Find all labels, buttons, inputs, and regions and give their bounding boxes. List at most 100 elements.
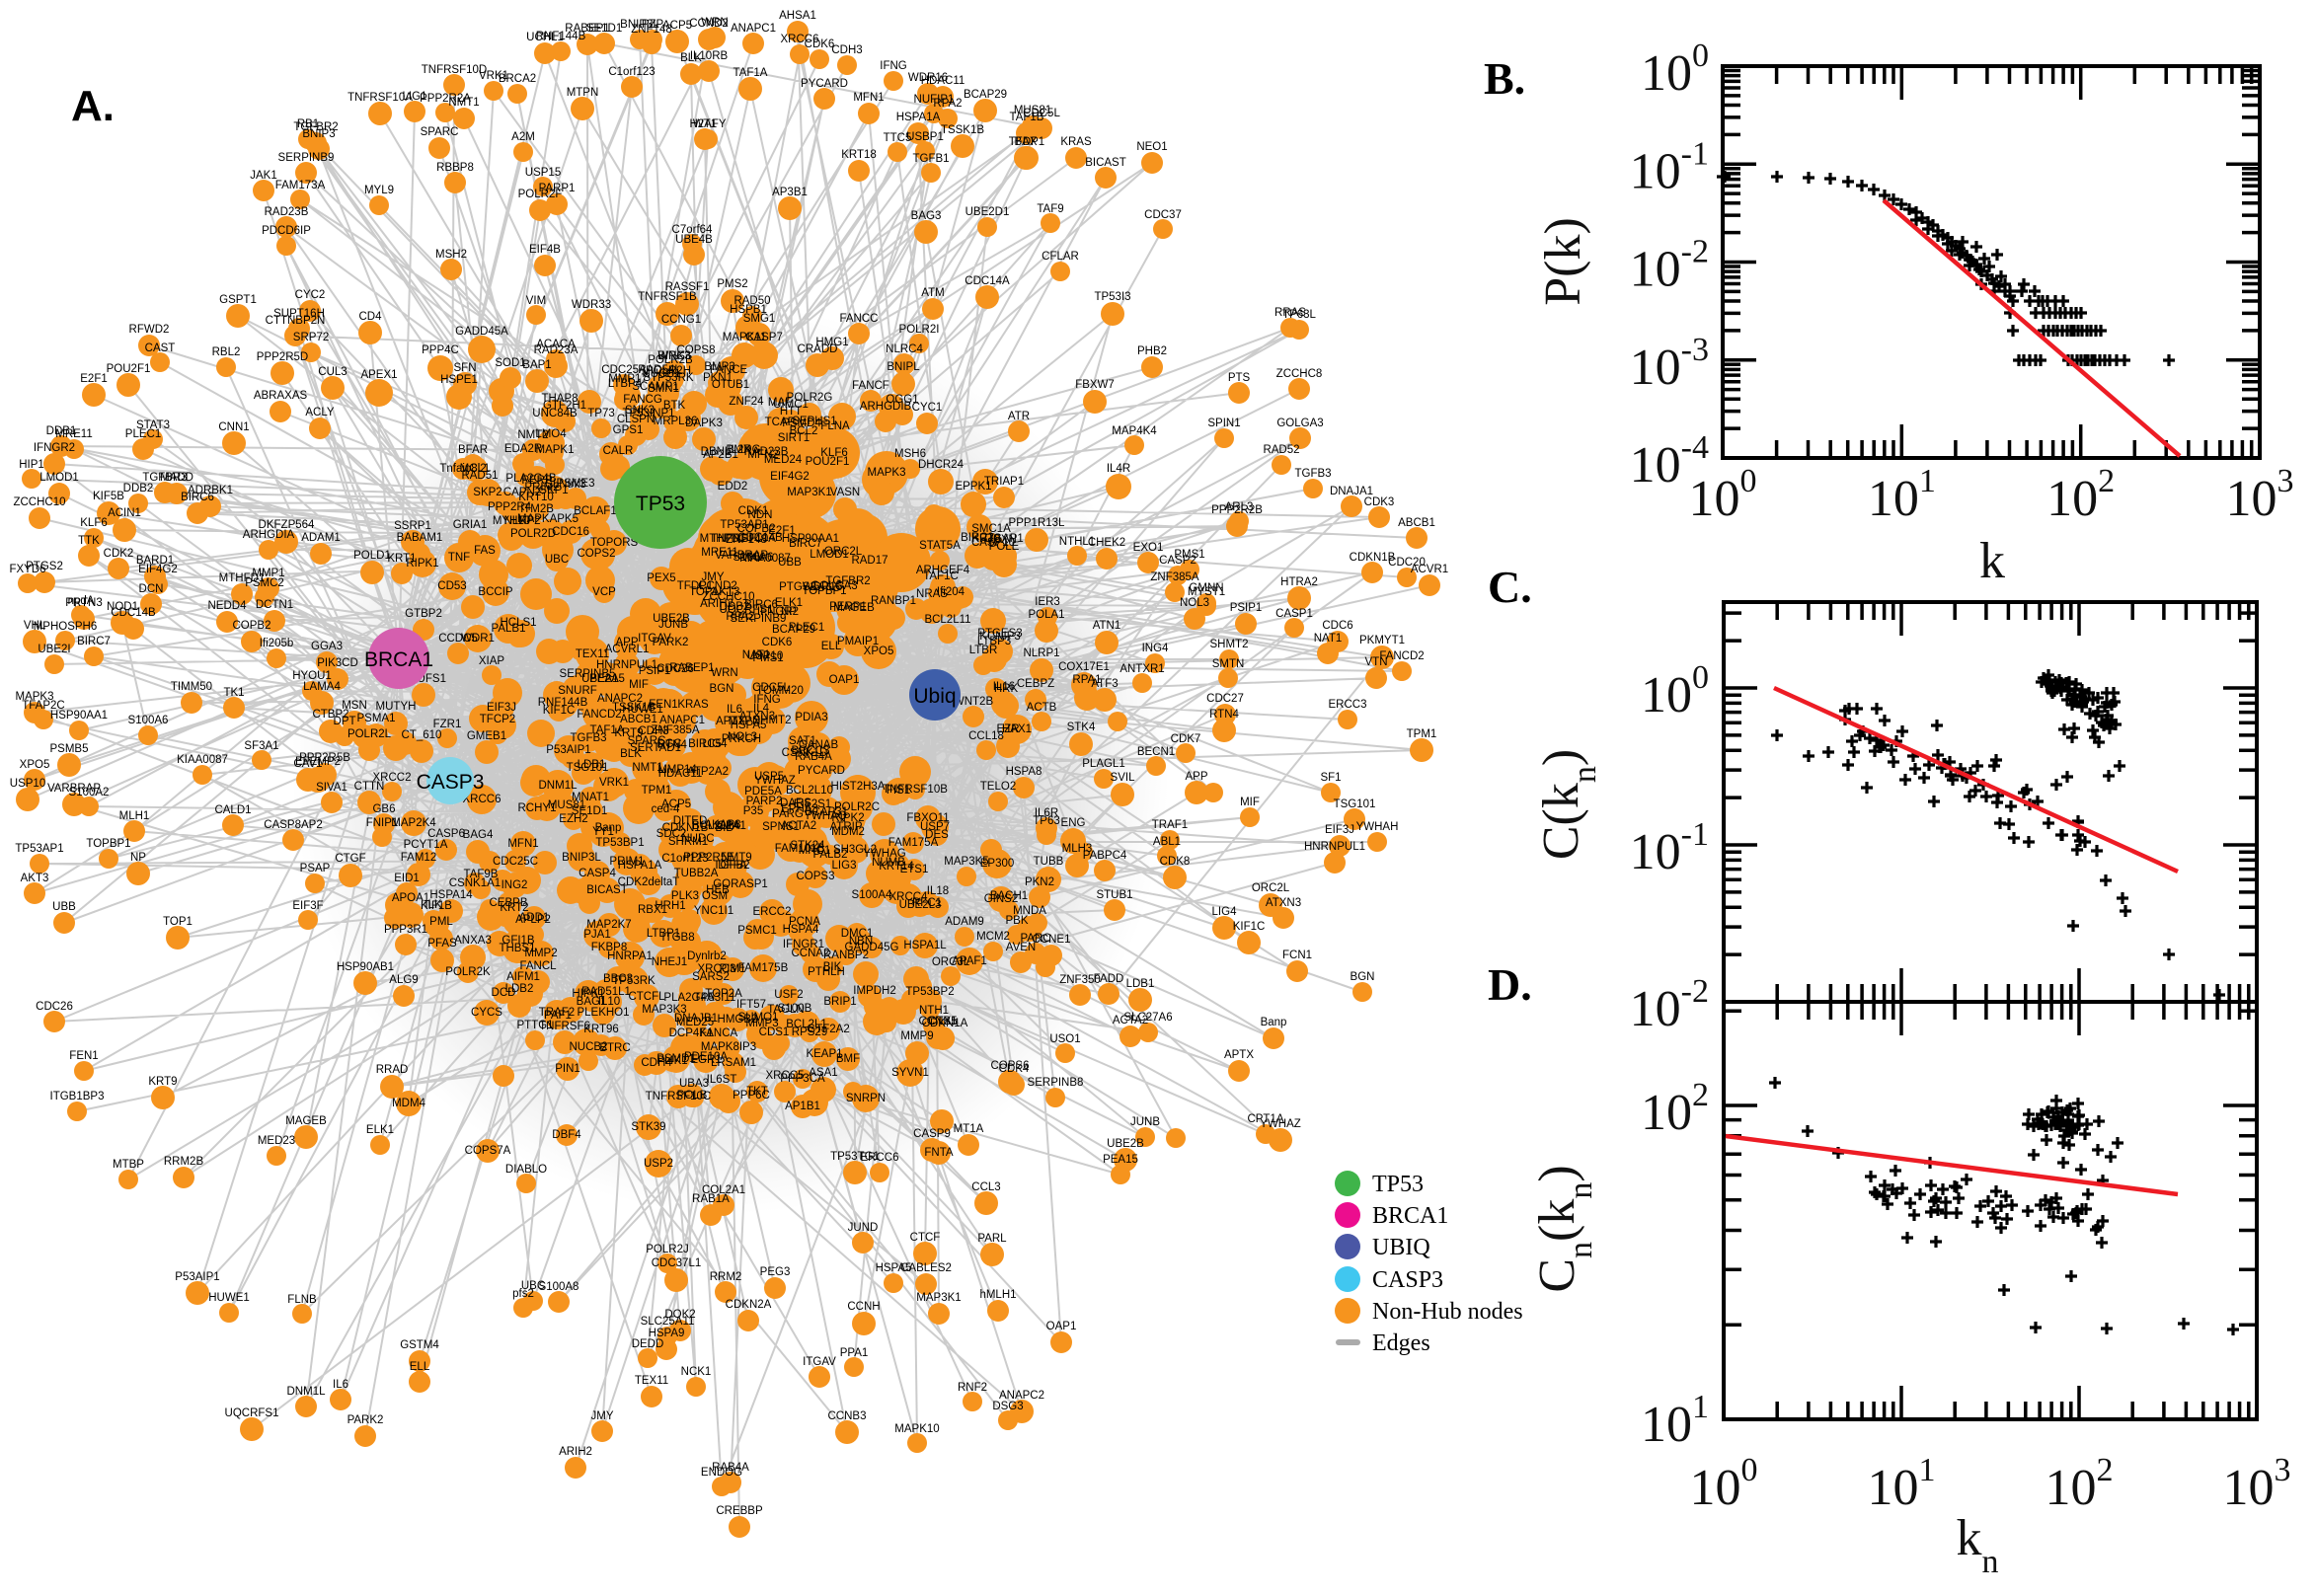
svg-text:ACIN1: ACIN1 xyxy=(108,507,141,519)
svg-text:EID1: EID1 xyxy=(394,873,420,884)
svg-text:XRCC5: XRCC5 xyxy=(766,1070,805,1082)
svg-text:TP53AP1: TP53AP1 xyxy=(15,843,63,855)
svg-text:BIRC7: BIRC7 xyxy=(789,538,822,550)
svg-text:IFNG: IFNG xyxy=(753,694,781,706)
svg-text:NLRC4: NLRC4 xyxy=(886,343,923,355)
svg-text:CDC14A: CDC14A xyxy=(965,275,1010,287)
svg-text:USP2: USP2 xyxy=(644,1158,673,1170)
svg-text:FANCG: FANCG xyxy=(623,394,662,406)
svg-text:DITED: DITED xyxy=(673,815,708,827)
svg-text:SMN1: SMN1 xyxy=(648,383,679,395)
svg-text:LIG4: LIG4 xyxy=(703,738,729,750)
svg-text:MYST1: MYST1 xyxy=(1188,586,1225,598)
svg-text:POLR2C: POLR2C xyxy=(834,801,880,813)
svg-text:POLR2G: POLR2G xyxy=(787,392,833,404)
svg-text:CCNB3: CCNB3 xyxy=(828,1410,867,1422)
svg-text:CDKN1B: CDKN1B xyxy=(1350,552,1396,564)
svg-text:PDE10A: PDE10A xyxy=(684,1051,728,1063)
svg-text:EZR: EZR xyxy=(997,723,1020,735)
svg-text:PTGES3: PTGES3 xyxy=(977,628,1022,640)
svg-text:RBBP8: RBBP8 xyxy=(436,162,474,174)
svg-text:IFNG: IFNG xyxy=(880,60,907,72)
svg-text:TNFRSF10D: TNFRSF10D xyxy=(422,64,487,76)
svg-text:PMS1: PMS1 xyxy=(752,652,783,664)
svg-text:TOP1: TOP1 xyxy=(163,916,193,928)
svg-text:MTPN: MTPN xyxy=(729,716,761,727)
svg-text:SDC2: SDC2 xyxy=(656,828,687,840)
svg-text:BNIPL: BNIPL xyxy=(887,361,920,373)
svg-text:PIM1: PIM1 xyxy=(720,963,746,975)
svg-text:S100A6: S100A6 xyxy=(128,715,169,726)
svg-text:PERP1: PERP1 xyxy=(829,601,867,613)
svg-text:WDR16: WDR16 xyxy=(908,72,948,84)
svg-text:TELO2: TELO2 xyxy=(980,781,1016,793)
svg-text:GPS1: GPS1 xyxy=(613,424,644,436)
svg-text:TNFRSF10A: TNFRSF10A xyxy=(711,533,776,545)
svg-text:EXO1: EXO1 xyxy=(1133,542,1164,554)
svg-text:ABCB1: ABCB1 xyxy=(620,714,657,725)
svg-text:SEPHS1: SEPHS1 xyxy=(792,416,836,427)
svg-text:RNF144B: RNF144B xyxy=(536,31,586,42)
svg-text:POLR2B: POLR2B xyxy=(648,354,693,366)
svg-text:PSMC1: PSMC1 xyxy=(737,925,777,937)
svg-text:CUL3: CUL3 xyxy=(318,366,347,378)
svg-text:Dynlrb2: Dynlrb2 xyxy=(687,950,727,962)
svg-text:UBA3: UBA3 xyxy=(679,1078,709,1090)
svg-text:FEN1: FEN1 xyxy=(69,1050,98,1062)
svg-text:NEDD4: NEDD4 xyxy=(208,600,248,612)
svg-text:NP: NP xyxy=(781,606,797,618)
svg-text:P53AIP1: P53AIP1 xyxy=(175,1271,219,1283)
svg-text:ACACA: ACACA xyxy=(536,339,576,350)
svg-text:WDR16: WDR16 xyxy=(803,581,842,593)
svg-text:CD4: CD4 xyxy=(358,311,382,323)
svg-text:ARIH2: ARIH2 xyxy=(559,1446,592,1458)
svg-text:ATXN3: ATXN3 xyxy=(739,711,775,722)
svg-text:STK24: STK24 xyxy=(790,840,825,852)
svg-text:TAF9: TAF9 xyxy=(1037,203,1063,215)
svg-text:CDKN1B: CDKN1B xyxy=(662,822,709,834)
svg-text:MUTYH: MUTYH xyxy=(376,701,417,713)
svg-text:XIAP: XIAP xyxy=(479,655,505,667)
svg-text:P53AIP1: P53AIP1 xyxy=(546,744,590,756)
svg-text:ELL: ELL xyxy=(410,1361,430,1373)
svg-text:DCD: DCD xyxy=(492,987,516,999)
svg-text:HSPA1A: HSPA1A xyxy=(896,112,941,123)
svg-text:GANAB: GANAB xyxy=(799,739,839,751)
svg-text:UQCRFS1: UQCRFS1 xyxy=(225,1407,279,1419)
svg-text:HIST2H3A: HIST2H3A xyxy=(831,781,886,793)
svg-text:TUBB: TUBB xyxy=(1034,856,1064,868)
svg-text:S100A8: S100A8 xyxy=(539,1281,579,1293)
svg-text:VASN: VASN xyxy=(830,487,860,498)
svg-text:VARBRAP: VARBRAP xyxy=(715,550,768,562)
svg-text:MLH3: MLH3 xyxy=(1062,843,1093,855)
svg-text:HSPA4: HSPA4 xyxy=(783,924,819,936)
svg-text:SMTN: SMTN xyxy=(1212,658,1245,670)
svg-text:DOK2: DOK2 xyxy=(664,1309,695,1321)
svg-text:PPP6C: PPP6C xyxy=(733,1090,770,1102)
svg-text:GORASP1: GORASP1 xyxy=(713,878,768,890)
svg-text:MSH2: MSH2 xyxy=(435,249,467,261)
svg-text:PIN1: PIN1 xyxy=(555,1063,580,1075)
svg-text:IFNGR1: IFNGR1 xyxy=(783,939,824,950)
svg-text:HSPA5: HSPA5 xyxy=(876,1262,912,1274)
svg-text:GMNN: GMNN xyxy=(1189,582,1223,594)
svg-text:IL10RB: IL10RB xyxy=(690,50,729,62)
svg-text:TP63: TP63 xyxy=(1033,815,1060,827)
svg-text:KRT9: KRT9 xyxy=(148,1076,177,1088)
svg-text:C.: C. xyxy=(1488,562,1532,612)
svg-text:NMT9: NMT9 xyxy=(721,852,751,864)
svg-text:TAGLN: TAGLN xyxy=(767,1004,805,1016)
svg-text:POLB: POLB xyxy=(677,1090,708,1102)
svg-text:PMAIP1: PMAIP1 xyxy=(837,636,879,647)
svg-text:SLNtrk3: SLNtrk3 xyxy=(545,479,586,491)
svg-text:NLRP2: NLRP2 xyxy=(503,515,540,527)
svg-text:ZCCHC8: ZCCHC8 xyxy=(1276,368,1323,380)
svg-text:PDCD6IP: PDCD6IP xyxy=(262,225,311,237)
svg-text:H2AFY: H2AFY xyxy=(689,118,726,130)
svg-text:BIRC2: BIRC2 xyxy=(961,532,994,544)
svg-text:GGA3: GGA3 xyxy=(311,641,343,652)
svg-text:OGG1: OGG1 xyxy=(886,394,918,406)
svg-text:CCND2: CCND2 xyxy=(689,18,729,30)
svg-text:XPO5: XPO5 xyxy=(864,646,894,657)
svg-text:MAP3K3: MAP3K3 xyxy=(642,1004,686,1016)
